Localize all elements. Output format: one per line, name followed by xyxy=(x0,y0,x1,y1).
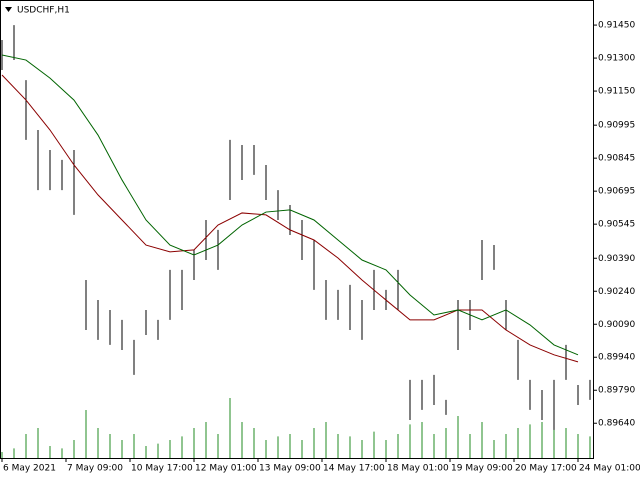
y-tick-label: 0.90090 xyxy=(598,320,635,330)
x-tick-label: 12 May 01:00 xyxy=(195,464,257,474)
y-tick-label: 0.91150 xyxy=(598,87,635,97)
x-tick-label: 6 May 2021 xyxy=(3,464,56,474)
plot-frame xyxy=(0,0,594,459)
menu-triangle[interactable] xyxy=(5,7,12,12)
x-tick-label: 20 May 17:00 xyxy=(515,464,577,474)
moving-average xyxy=(1,74,579,363)
x-tick-label: 18 May 01:00 xyxy=(387,464,449,474)
x-tick-label: 10 May 17:00 xyxy=(131,464,193,474)
y-tick-label: 0.91300 xyxy=(598,54,635,64)
y-tick-label: 0.90845 xyxy=(598,154,635,164)
x-tick-label: 24 May 01:00 xyxy=(579,464,640,474)
y-tick-label: 0.91450 xyxy=(598,21,635,31)
y-tick-label: 0.89940 xyxy=(598,353,635,363)
y-tick-label: 0.89640 xyxy=(598,419,635,429)
y-tick-label: 0.90240 xyxy=(598,287,635,297)
y-tick-label: 0.90390 xyxy=(598,254,635,264)
x-tick-label: 13 May 09:00 xyxy=(259,464,321,474)
chart-title: USDCHF,H1 xyxy=(17,6,70,16)
y-tick-label: 0.90695 xyxy=(598,187,635,197)
x-tick-label: 19 May 09:00 xyxy=(451,464,513,474)
x-tick-label: 7 May 09:00 xyxy=(67,464,123,474)
y-tick-label: 0.90995 xyxy=(598,121,635,131)
y-tick-label: 0.89790 xyxy=(598,386,635,396)
moving-average xyxy=(1,54,579,356)
y-tick-label: 0.90545 xyxy=(598,220,635,230)
x-tick-label: 14 May 17:00 xyxy=(323,464,385,474)
